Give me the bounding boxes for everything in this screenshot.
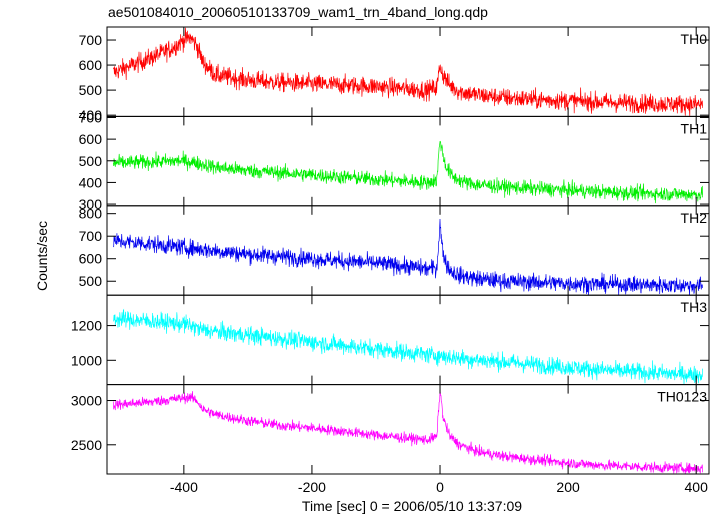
series-line-th0 <box>113 27 703 117</box>
y-tick-label: 1200 <box>71 318 102 334</box>
panel-frame <box>106 384 710 475</box>
light-curve-panels: 400 500 600 700 TH0 300 400 500 600 700 TH1 500 600 7… <box>71 26 710 495</box>
panel-th0: 400 500 600 700 TH0 <box>79 26 710 123</box>
y-tick-label: 1000 <box>71 352 102 368</box>
y-tick-label: 500 <box>79 273 103 289</box>
y-tick-label: 300 <box>79 196 103 212</box>
panel-th3: 1000 1200 TH3 <box>71 294 710 386</box>
y-tick-label: 3000 <box>71 393 102 409</box>
x-tick-label: 200 <box>556 479 580 495</box>
x-tick-label: 0 <box>436 479 444 495</box>
y-tick-label: 700 <box>79 32 103 48</box>
x-tick-label: 400 <box>685 479 709 495</box>
series-line-th0123 <box>113 389 703 475</box>
series-label: TH3 <box>681 299 708 315</box>
y-tick-label: 400 <box>79 174 103 190</box>
y-tick-label: 700 <box>79 109 103 125</box>
y-tick-label: 700 <box>79 228 103 244</box>
y-tick-label: 600 <box>79 57 103 73</box>
x-tick-label: -200 <box>298 479 326 495</box>
series-line-th3 <box>113 308 703 385</box>
y-tick-label: 600 <box>79 251 103 267</box>
series-line-th2 <box>113 218 703 296</box>
y-tick-label: 800 <box>79 206 103 222</box>
y-tick-label: 2500 <box>71 437 102 453</box>
y-tick-label: 400 <box>79 107 103 123</box>
y-axis-label: Counts/sec <box>34 221 50 291</box>
panel-th0123: 2500 3000 TH0123 <box>71 384 710 475</box>
chart-title: ae501084010_20060510133709_wam1_trn_4ban… <box>108 4 488 20</box>
panel-th1: 300 400 500 600 700 TH1 <box>79 109 710 212</box>
panel-th2: 500 600 700 800 TH2 <box>79 205 710 296</box>
x-axis-label: Time [sec] 0 = 2006/05/10 13:37:09 <box>302 498 522 514</box>
y-tick-label: 500 <box>79 153 103 169</box>
series-label: TH2 <box>681 210 708 226</box>
series-label: TH1 <box>681 120 708 136</box>
y-tick-label: 500 <box>79 82 103 98</box>
y-tick-label: 600 <box>79 131 103 147</box>
x-tick-label: -400 <box>170 479 198 495</box>
series-line-th1 <box>113 140 703 204</box>
series-label: TH0 <box>681 31 708 47</box>
series-label: TH0123 <box>657 389 707 405</box>
